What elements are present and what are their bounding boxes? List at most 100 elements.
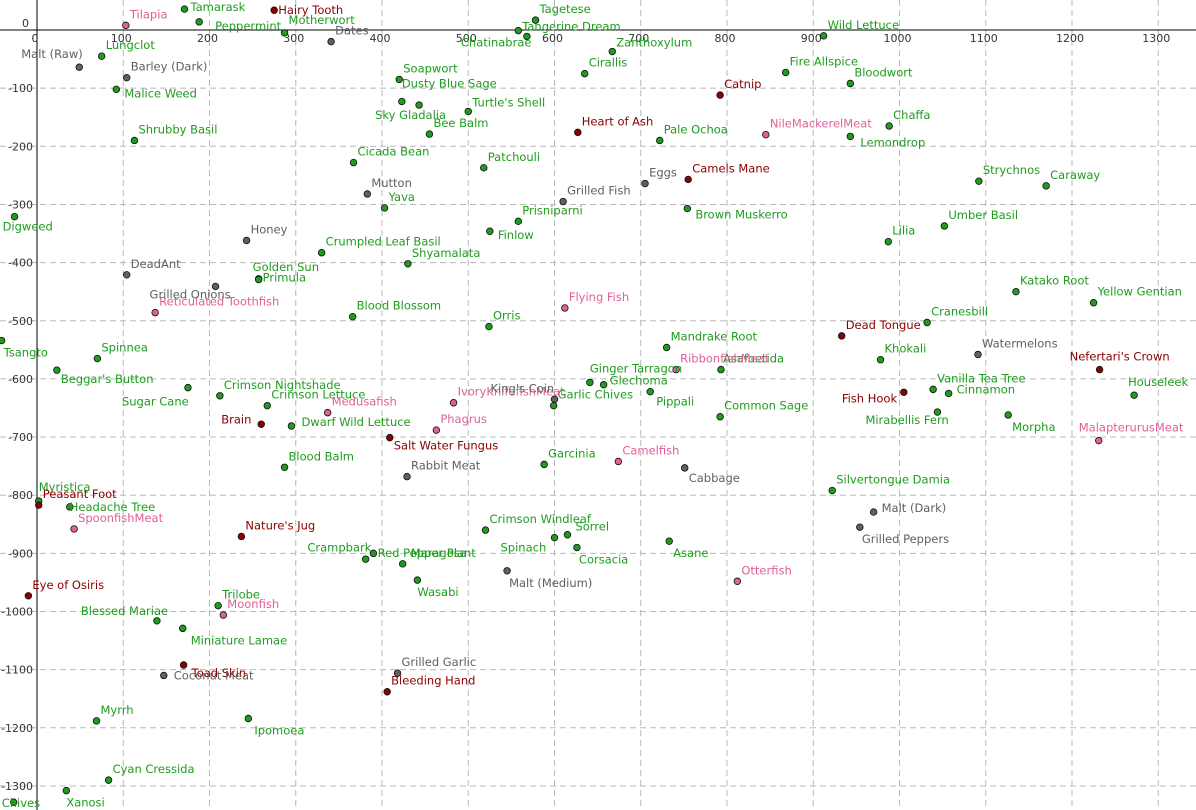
point-marker <box>561 304 569 312</box>
point-marker <box>550 533 559 542</box>
point-marker <box>608 47 616 56</box>
point-marker <box>122 21 130 30</box>
point-label: IvoryKnifefishMeat <box>458 385 565 399</box>
point-marker <box>514 26 522 35</box>
point-marker <box>216 392 224 400</box>
point-marker <box>160 671 168 680</box>
point-label: Malt (Medium) <box>509 576 592 590</box>
point-label: Strychnos <box>983 163 1040 177</box>
point-label: Katako Root <box>1020 274 1089 288</box>
point-label: Wild Lettuce <box>828 18 899 32</box>
point-marker <box>398 97 406 106</box>
point-marker <box>62 786 71 795</box>
point-label: Sugar Cane <box>122 395 189 409</box>
x-tick-label: 800 <box>715 32 736 45</box>
point-marker <box>869 508 878 516</box>
point-marker <box>75 63 83 71</box>
point-marker <box>70 525 78 533</box>
point-label: Finlow <box>498 228 534 242</box>
point-marker <box>683 204 692 213</box>
point-label: Medusafish <box>332 395 397 409</box>
x-tick-label: 500 <box>456 32 477 45</box>
point-label: Mirabellis Fern <box>865 413 948 427</box>
point-marker <box>1095 365 1104 374</box>
point-marker <box>480 164 488 172</box>
point-marker <box>179 624 187 633</box>
point-label: Turtle's Shell <box>471 95 545 109</box>
point-marker <box>361 555 370 563</box>
point-marker <box>1042 182 1050 190</box>
point-marker <box>599 381 608 389</box>
x-tick-label: 200 <box>197 32 218 45</box>
point-marker <box>386 433 394 442</box>
point-marker <box>10 798 18 806</box>
point-marker <box>1130 391 1138 399</box>
point-label: Peppermint <box>215 19 281 33</box>
point-marker <box>393 669 402 677</box>
point-label: SpoonfishMeat <box>78 511 164 525</box>
y-tick-label: -600 <box>8 373 33 386</box>
y-tick-label: -800 <box>8 489 33 502</box>
point-marker <box>531 16 540 24</box>
point-marker <box>681 464 689 472</box>
point-label: Mutton <box>371 176 412 190</box>
point-label: Chatinabrae <box>461 35 532 49</box>
point-marker <box>563 531 572 539</box>
point-marker <box>348 312 357 321</box>
point-marker <box>219 611 227 619</box>
point-label: Camels Mane <box>692 161 770 175</box>
point-label: RibbonfishMeat <box>680 352 770 366</box>
tick-labels: 0 100 200 300 400 500 600 700 800 900 1000 1100 1200… <box>1 17 1170 793</box>
point-marker <box>819 32 828 40</box>
point-marker <box>559 197 567 206</box>
point-marker <box>716 91 724 99</box>
point-label: Tangerine Dream <box>521 20 620 34</box>
point-label: Primula <box>263 270 306 284</box>
point-marker <box>1095 436 1103 445</box>
point-label: Soapwort <box>403 61 458 75</box>
point-label: Xanosi <box>66 796 104 810</box>
point-label: MalapterurusMeat <box>1079 421 1184 435</box>
point-marker <box>940 222 949 230</box>
point-marker <box>540 460 548 469</box>
point-label: Beggar's Button <box>61 372 154 386</box>
point-marker <box>514 217 522 226</box>
point-marker <box>363 190 372 198</box>
point-label: Ipomoea <box>254 723 304 737</box>
point-label: Shrubby Basil <box>138 122 217 136</box>
point-label: Peasant Foot <box>43 487 117 501</box>
point-marker <box>254 275 263 284</box>
point-label: Lilia <box>892 224 915 238</box>
point-label: Cyan Cressida <box>113 762 195 776</box>
point-label: Fire Allspice <box>790 54 858 68</box>
y-tick-label: -500 <box>8 315 33 328</box>
point-label: Maragosa <box>411 546 467 560</box>
point-marker <box>415 101 423 109</box>
point-label: Morpha <box>1012 420 1055 434</box>
point-label: Yellow Gentian <box>1097 285 1182 299</box>
point-marker <box>549 401 558 410</box>
point-label: Wasabi <box>417 585 458 599</box>
point-marker <box>270 6 278 14</box>
point-marker <box>929 385 937 394</box>
point-marker <box>1004 411 1012 419</box>
point-marker <box>66 503 74 511</box>
point-marker <box>762 130 770 139</box>
point-label: Phagrus <box>440 412 487 426</box>
point-label: Sorrel <box>575 520 609 534</box>
point-label: Grilled Garlic <box>402 655 477 669</box>
point-marker <box>662 343 671 352</box>
point-marker <box>574 128 582 137</box>
point-marker <box>485 322 493 331</box>
point-marker <box>573 543 581 552</box>
point-marker <box>399 560 407 568</box>
point-label: Rabbit Meat <box>411 459 481 473</box>
x-tick-label: 400 <box>370 32 391 45</box>
point-marker <box>884 237 892 246</box>
point-label: Lungclot <box>106 38 156 52</box>
y-tick-label: -400 <box>8 257 33 270</box>
point-label: Camelfish <box>622 443 679 457</box>
point-label: Eggs <box>649 166 677 180</box>
point-marker <box>383 688 391 696</box>
